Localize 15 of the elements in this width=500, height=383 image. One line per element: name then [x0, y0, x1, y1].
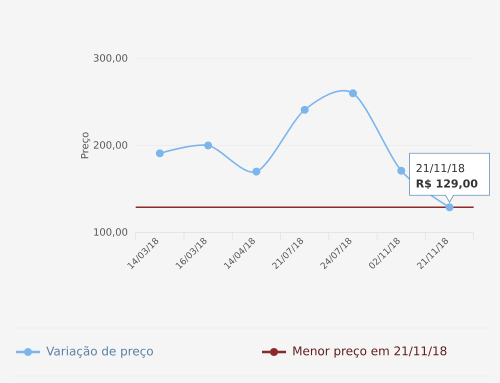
- y-tick-label: 300,00: [94, 54, 128, 63]
- point: [446, 203, 454, 212]
- point: [397, 166, 406, 175]
- point: [348, 89, 357, 98]
- annotation: 21/11/18: [416, 164, 464, 174]
- annotation: R$ 129,00: [416, 179, 478, 190]
- point: [204, 142, 212, 150]
- point: [252, 168, 260, 176]
- point: [156, 149, 164, 158]
- y-axis-title: Preço: [81, 132, 90, 158]
- y-tick-label: 200,00: [94, 141, 128, 150]
- y-tick-label: 100,00: [94, 228, 128, 237]
- legend-label: Menor preço em 21/11/18: [293, 346, 446, 358]
- point: [300, 106, 309, 114]
- legend-label: Variação de preço: [46, 346, 153, 358]
